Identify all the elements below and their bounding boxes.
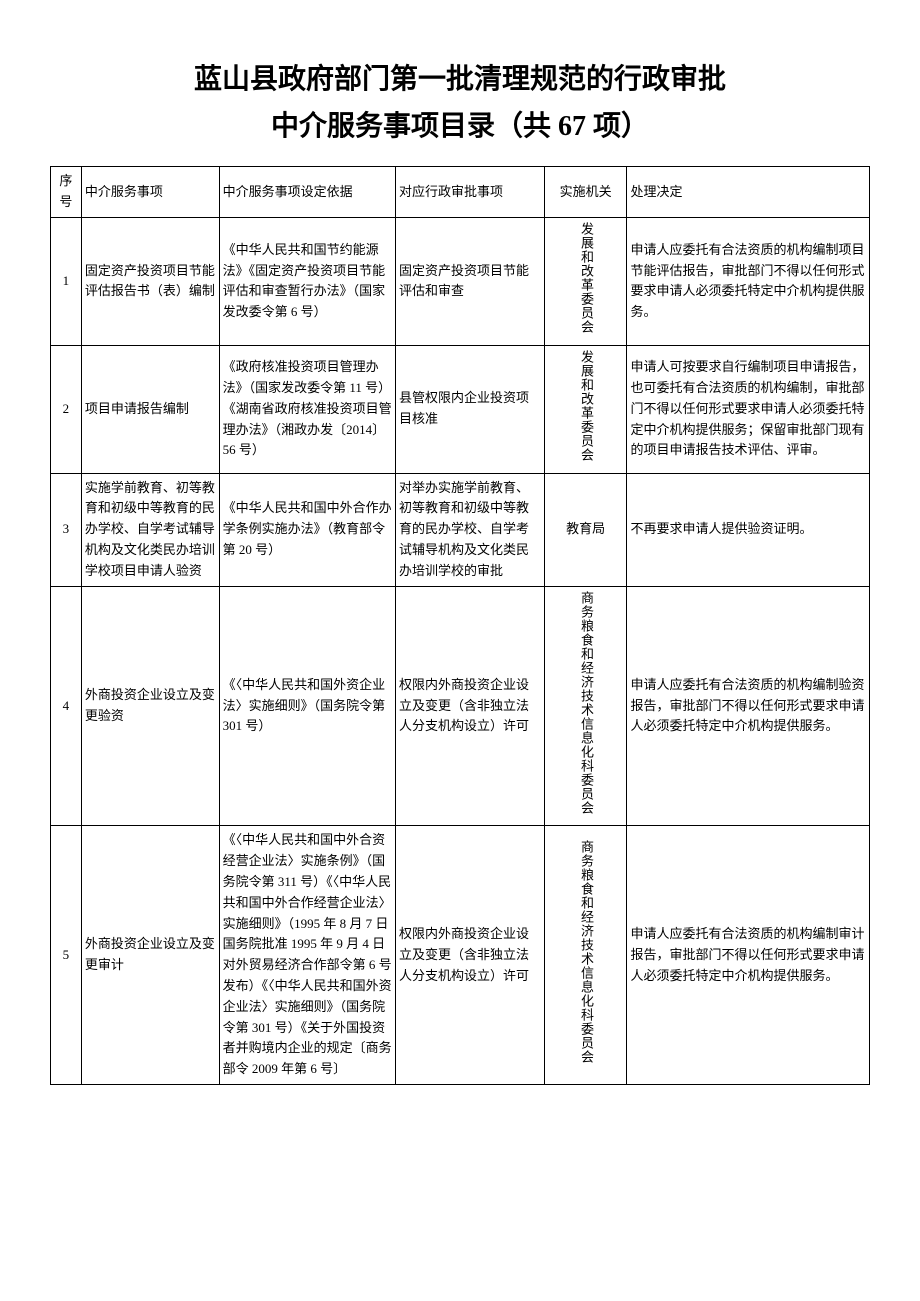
header-basis: 中介服务事项设定依据 [219,167,395,218]
cell-agency: 教育局 [544,473,627,586]
cell-decision: 申请人应委托有合法资质的机构编制验资报告，审批部门不得以任何形式要求申请人必须委… [627,586,870,826]
cell-service: 外商投资企业设立及变更验资 [81,586,219,826]
cell-approval: 固定资产投资项目节能评估和审查 [396,217,545,345]
cell-decision: 不再要求申请人提供验资证明。 [627,473,870,586]
cell-basis: 《中华人民共和国中外合作办学条例实施办法》（教育部令第 20 号） [219,473,395,586]
cell-num: 2 [51,345,82,473]
cell-num: 5 [51,826,82,1085]
cell-basis: 《〈中华人民共和国外资企业法〉实施细则》（国务院令第 301 号） [219,586,395,826]
cell-decision: 申请人应委托有合法资质的机构编制项目节能评估报告，审批部门不得以任何形式要求申请… [627,217,870,345]
table-header-row: 序号 中介服务事项 中介服务事项设定依据 对应行政审批事项 实施机关 处理决定 [51,167,870,218]
cell-num: 1 [51,217,82,345]
cell-agency: 发展和改革委员会 [544,345,627,473]
header-decision: 处理决定 [627,167,870,218]
cell-decision: 申请人可按要求自行编制项目申请报告，也可委托有合法资质的机构编制，审批部门不得以… [627,345,870,473]
cell-service: 项目申请报告编制 [81,345,219,473]
cell-agency: 发展和改革委员会 [544,217,627,345]
cell-agency: 商务粮食和经济技术信息化科委员会 [544,826,627,1085]
cell-approval: 权限内外商投资企业设立及变更（含非独立法人分支机构设立）许可 [396,826,545,1085]
cell-basis: 《政府核准投资项目管理办法》（国家发改委令第 11 号）《湖南省政府核准投资项目… [219,345,395,473]
cell-service: 外商投资企业设立及变更审计 [81,826,219,1085]
header-service: 中介服务事项 [81,167,219,218]
cell-agency: 商务粮食和经济技术信息化科委员会 [544,586,627,826]
cell-approval: 县管权限内企业投资项目核准 [396,345,545,473]
table-row: 3实施学前教育、初等教育和初级中等教育的民办学校、自学考试辅导机构及文化类民办培… [51,473,870,586]
cell-service: 固定资产投资项目节能评估报告书（表）编制 [81,217,219,345]
cell-approval: 对举办实施学前教育、初等教育和初级中等教育的民办学校、自学考试辅导机构及文化类民… [396,473,545,586]
cell-basis: 《〈中华人民共和国中外合资经营企业法〉实施条例》（国务院令第 311 号）《〈中… [219,826,395,1085]
catalog-table: 序号 中介服务事项 中介服务事项设定依据 对应行政审批事项 实施机关 处理决定 … [50,166,870,1085]
table-row: 4外商投资企业设立及变更验资《〈中华人民共和国外资企业法〉实施细则》（国务院令第… [51,586,870,826]
table-row: 5外商投资企业设立及变更审计《〈中华人民共和国中外合资经营企业法〉实施条例》（国… [51,826,870,1085]
document-title-line1: 蓝山县政府部门第一批清理规范的行政审批 [50,60,870,99]
table-row: 1固定资产投资项目节能评估报告书（表）编制《中华人民共和国节约能源法》《固定资产… [51,217,870,345]
cell-num: 4 [51,586,82,826]
header-approval: 对应行政审批事项 [396,167,545,218]
cell-decision: 申请人应委托有合法资质的机构编制审计报告，审批部门不得以任何形式要求申请人必须委… [627,826,870,1085]
header-num: 序号 [51,167,82,218]
cell-service: 实施学前教育、初等教育和初级中等教育的民办学校、自学考试辅导机构及文化类民办培训… [81,473,219,586]
table-row: 2项目申请报告编制《政府核准投资项目管理办法》（国家发改委令第 11 号）《湖南… [51,345,870,473]
header-agency: 实施机关 [544,167,627,218]
document-title-line2: 中介服务事项目录（共 67 项） [50,107,870,146]
cell-basis: 《中华人民共和国节约能源法》《固定资产投资项目节能评估和审查暂行办法》（国家发改… [219,217,395,345]
cell-approval: 权限内外商投资企业设立及变更（含非独立法人分支机构设立）许可 [396,586,545,826]
cell-num: 3 [51,473,82,586]
